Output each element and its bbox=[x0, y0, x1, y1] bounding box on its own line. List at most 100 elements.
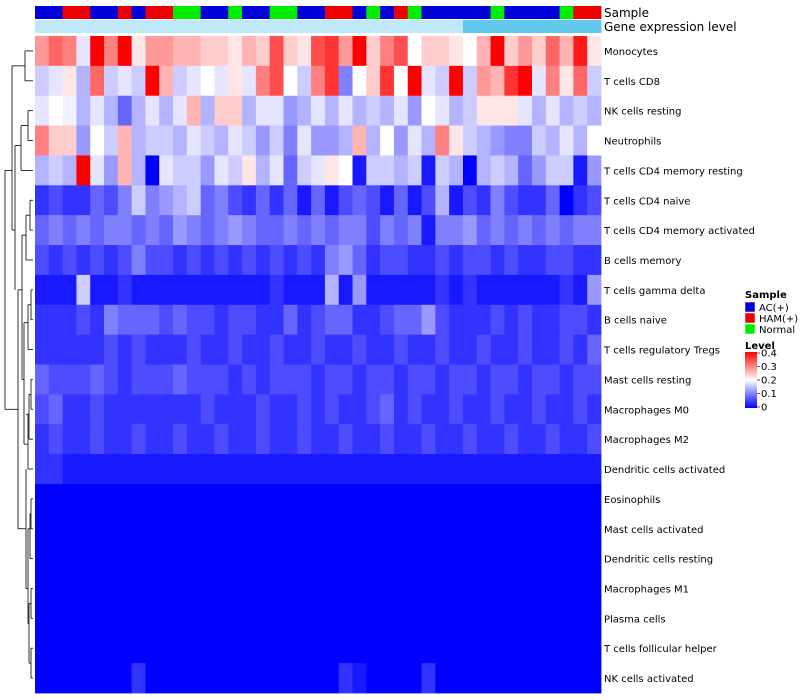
heatmap-cell bbox=[587, 185, 602, 216]
heatmap-cell bbox=[200, 334, 215, 365]
row-label: Plasma cells bbox=[604, 614, 666, 625]
heatmap-cell bbox=[573, 543, 588, 574]
heatmap-cell bbox=[145, 245, 160, 276]
heatmap-cell bbox=[48, 65, 64, 97]
heatmap-cell bbox=[573, 513, 588, 545]
heatmap-cell bbox=[435, 185, 450, 216]
sample-annotation-cell bbox=[90, 6, 105, 19]
heatmap-cell bbox=[311, 125, 326, 156]
heatmap-cell bbox=[242, 543, 257, 574]
heatmap-cell bbox=[255, 543, 271, 574]
heatmap-cell bbox=[62, 364, 77, 395]
sample-annotation-cell bbox=[269, 6, 284, 19]
heatmap-cell bbox=[338, 125, 353, 156]
heatmap-cell bbox=[407, 95, 422, 126]
heatmap-cell bbox=[145, 454, 160, 485]
heatmap-cell bbox=[462, 125, 478, 156]
heatmap-cell bbox=[104, 95, 119, 126]
heatmap-cell bbox=[380, 573, 395, 604]
heatmap-cell bbox=[242, 125, 257, 156]
heatmap-cell bbox=[200, 573, 215, 604]
legend-tick-label: 0.1 bbox=[761, 389, 777, 400]
heatmap-cell bbox=[504, 424, 519, 455]
heatmap-cell bbox=[462, 215, 478, 246]
heatmap-cell bbox=[462, 95, 478, 126]
row-label: Mast cells resting bbox=[604, 375, 691, 386]
heatmap-cell bbox=[35, 454, 50, 485]
heatmap-cell bbox=[131, 95, 146, 126]
heatmap-cell bbox=[407, 573, 422, 604]
heatmap-cell bbox=[587, 543, 602, 574]
heatmap-cell bbox=[421, 304, 436, 336]
heatmap-cell bbox=[531, 513, 547, 545]
heatmap-cell bbox=[283, 36, 298, 67]
heatmap-cell bbox=[35, 633, 50, 664]
heatmap-cell bbox=[173, 95, 188, 126]
heatmap-cell bbox=[490, 155, 505, 186]
heatmap-cell bbox=[545, 125, 560, 156]
heatmap-cell bbox=[242, 454, 257, 485]
heatmap-cell bbox=[573, 454, 588, 485]
heatmap-cell bbox=[104, 274, 119, 306]
heatmap-cell bbox=[380, 95, 395, 126]
heatmap-cell bbox=[214, 454, 229, 485]
heatmap-cell bbox=[214, 603, 229, 634]
heatmap-cell bbox=[504, 155, 519, 186]
heatmap-cell bbox=[518, 95, 533, 126]
heatmap-cell bbox=[462, 245, 478, 276]
sample-annotation-cell bbox=[283, 6, 298, 19]
heatmap-cell bbox=[545, 364, 560, 395]
heatmap-cell bbox=[587, 573, 602, 604]
heatmap-cell bbox=[145, 573, 160, 604]
heatmap-cell bbox=[476, 454, 491, 485]
heatmap-cell bbox=[228, 304, 243, 336]
heatmap-cell bbox=[255, 663, 271, 694]
heatmap-cell bbox=[48, 334, 64, 365]
heatmap-cell bbox=[35, 334, 50, 365]
heatmap-cell bbox=[159, 245, 174, 276]
heatmap-cell bbox=[393, 65, 409, 97]
heatmap-cell bbox=[173, 543, 188, 574]
heatmap-cell bbox=[242, 36, 257, 67]
heatmap-cell bbox=[531, 483, 547, 515]
sample-annotation-cell bbox=[435, 6, 450, 19]
heatmap-cell bbox=[48, 454, 64, 485]
gene-expression-annotation-label: Gene expression level bbox=[604, 20, 737, 34]
heatmap-cell bbox=[380, 274, 395, 306]
heatmap-cell bbox=[545, 394, 560, 425]
heatmap-cell bbox=[559, 274, 574, 306]
heatmap-cell bbox=[242, 65, 257, 97]
heatmap-cell bbox=[545, 155, 560, 186]
heatmap-cell bbox=[338, 274, 353, 306]
heatmap-cell bbox=[283, 245, 298, 276]
heatmap-cell bbox=[490, 215, 505, 246]
heatmap-cell bbox=[573, 394, 588, 425]
heatmap-cell bbox=[48, 125, 64, 156]
heatmap-cell bbox=[242, 663, 257, 694]
heatmap-cell bbox=[559, 95, 574, 126]
heatmap-cell bbox=[462, 454, 478, 485]
heatmap-cell bbox=[531, 245, 547, 276]
sample-annotation-cell bbox=[48, 6, 64, 19]
heatmap-cell bbox=[228, 215, 243, 246]
heatmap-cell bbox=[573, 245, 588, 276]
heatmap-cell bbox=[283, 125, 298, 156]
gene-level-annotation-cell bbox=[462, 20, 478, 33]
heatmap-cell bbox=[338, 304, 353, 336]
legend-sample-title: Sample bbox=[745, 290, 787, 301]
heatmap-cell bbox=[324, 215, 340, 246]
heatmap-cell bbox=[504, 483, 519, 515]
heatmap-cell bbox=[380, 36, 395, 67]
heatmap-cell bbox=[104, 215, 119, 246]
heatmap-cell bbox=[62, 65, 77, 97]
heatmap-cell bbox=[545, 513, 560, 545]
heatmap-cell bbox=[366, 483, 381, 515]
heatmap-cell bbox=[462, 65, 478, 97]
heatmap-cell bbox=[449, 155, 464, 186]
heatmap-cell bbox=[490, 364, 505, 395]
heatmap-cell bbox=[159, 334, 174, 365]
gene-level-annotation-cell bbox=[421, 20, 436, 33]
heatmap-cell bbox=[104, 633, 119, 664]
heatmap-cell bbox=[311, 304, 326, 336]
heatmap-cell bbox=[255, 573, 271, 604]
